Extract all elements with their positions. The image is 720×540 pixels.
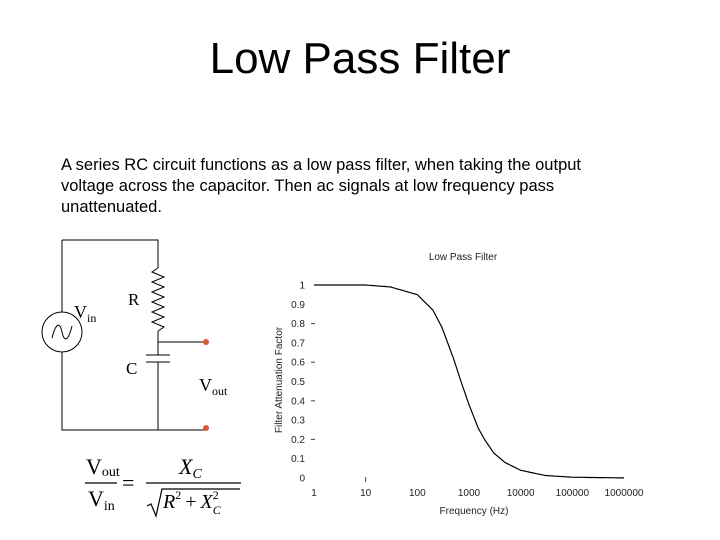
- y-tick-label: 0.7: [291, 338, 305, 349]
- frequency-response-chart: Low Pass Filter Frequency (Hz) Filter At…: [274, 252, 644, 517]
- y-tick-label: 0.9: [291, 300, 305, 311]
- resistor-label: R: [128, 290, 140, 309]
- y-tick-label: 0.2: [291, 435, 305, 446]
- formula-rhs-denominator: R2 + X2 C: [162, 488, 222, 517]
- circuit-wire: [62, 239, 159, 268]
- description-paragraph: A series RC circuit functions as a low p…: [61, 155, 661, 218]
- square-root-symbol: [146, 488, 240, 518]
- y-axis-label: Filter Attenuation Factor: [274, 326, 285, 433]
- y-tick-label: 0.5: [291, 377, 305, 388]
- x-tick-label: 100: [409, 488, 426, 499]
- series-line: [314, 284, 624, 479]
- slide-title: Low Pass Filter: [209, 34, 511, 83]
- sine-wave-icon: [51, 324, 73, 340]
- formula-rhs-numerator: XC: [178, 454, 202, 482]
- formula-lhs-denominator: Vin: [88, 486, 115, 514]
- y-tick-label: 1: [299, 281, 305, 292]
- circuit-wire: [61, 352, 158, 431]
- paragraph-line: voltage across the capacitor. Then ac si…: [61, 177, 555, 195]
- rc-circuit-diagram: [41, 239, 206, 431]
- capacitor-label: C: [126, 359, 137, 378]
- paragraph-line: unattenuated.: [61, 198, 162, 216]
- vin-label: Vin: [74, 302, 96, 325]
- x-axis-label: Frequency (Hz): [440, 506, 509, 517]
- x-axis-ticks: 1 10 100 1000 10000 100000 1000000: [311, 477, 644, 499]
- x-tick-label: 10: [360, 488, 372, 499]
- chart-title: Low Pass Filter: [429, 252, 498, 263]
- x-tick-label: 1000: [458, 488, 481, 499]
- output-terminal: [203, 339, 209, 345]
- output-terminal: [203, 425, 209, 431]
- y-tick-label: 0.8: [291, 319, 305, 330]
- y-tick-label: 0.6: [291, 358, 305, 369]
- y-axis-ticks: 0 0.1 0.2 0.3 0.4 0.5 0.6 0.7 0.8 0.9 1: [291, 281, 315, 485]
- circuit-wire: [157, 362, 206, 431]
- y-tick-label: 0.1: [291, 454, 305, 465]
- transfer-function-formula: Vout Vin = XC R2 + X2 C: [85, 454, 241, 518]
- resistor-symbol: [150, 267, 166, 332]
- y-tick-label: 0.4: [291, 396, 305, 407]
- paragraph-line: A series RC circuit functions as a low p…: [61, 156, 582, 174]
- equals-sign: =: [122, 470, 134, 495]
- x-tick-label: 100000: [556, 488, 590, 499]
- vout-label: Vout: [199, 375, 228, 398]
- x-tick-label: 10000: [507, 488, 535, 499]
- y-tick-label: 0: [299, 474, 305, 485]
- y-tick-label: 0.3: [291, 416, 305, 427]
- formula-lhs-numerator: Vout: [86, 454, 120, 480]
- x-tick-label: 1000000: [605, 488, 644, 499]
- x-tick-label: 1: [311, 488, 317, 499]
